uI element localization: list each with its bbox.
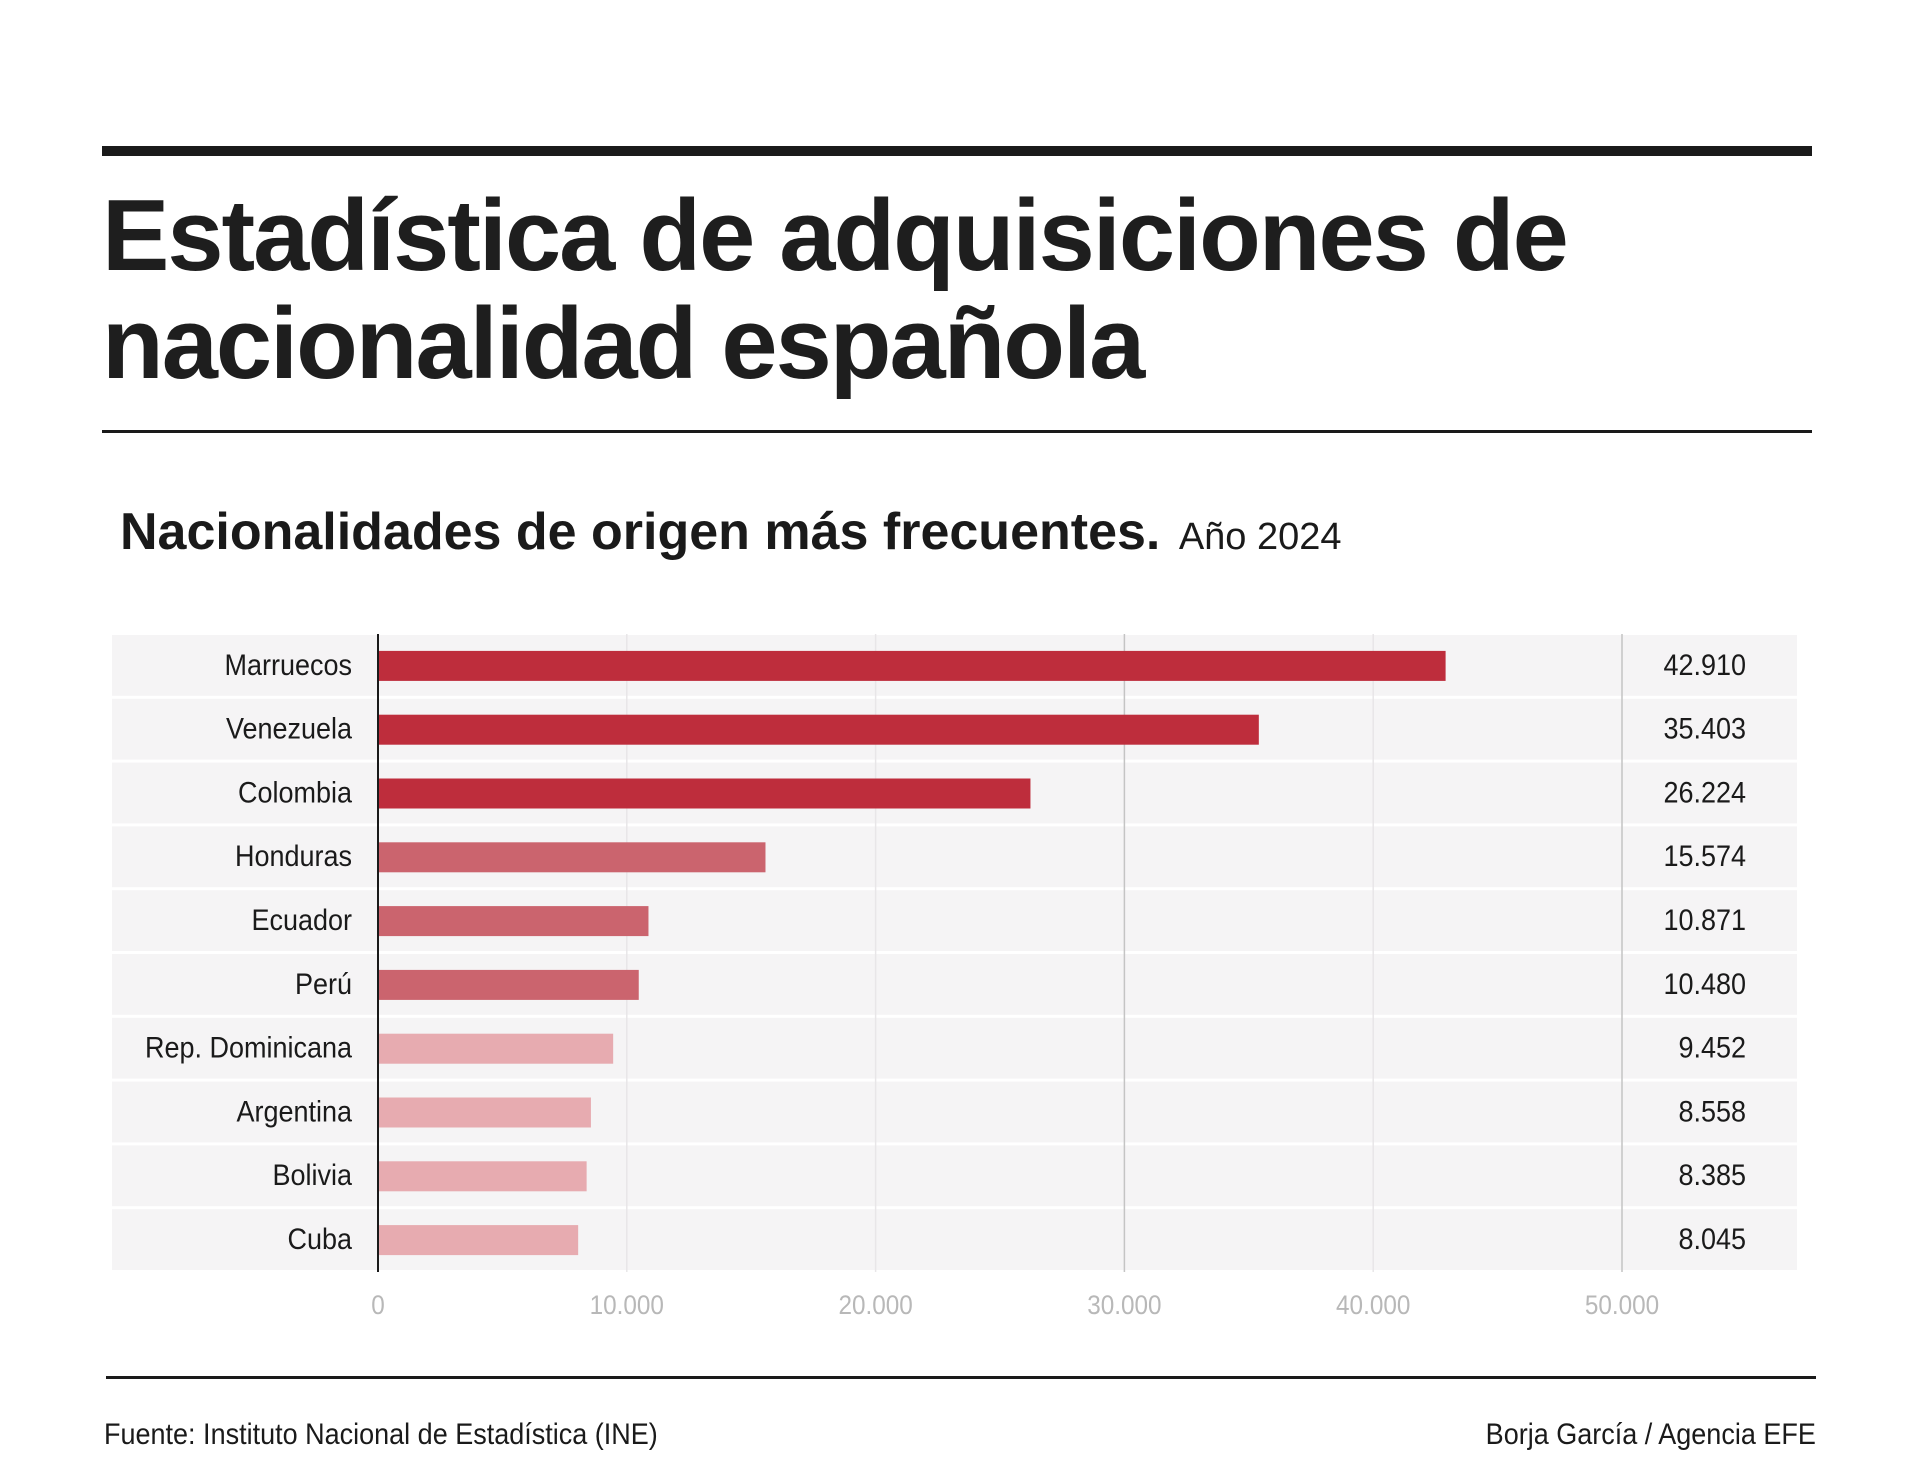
value-label: 15.574 <box>1663 840 1746 874</box>
x-tick-label: 20.000 <box>838 1291 912 1320</box>
category-label: Venezuela <box>226 712 352 746</box>
row-background <box>112 890 1797 951</box>
author-credit: Borja García / Agencia EFE <box>1485 1418 1816 1451</box>
bar <box>379 1161 587 1192</box>
bar-chart: Marruecos 42.910 Venezuela 35.403 Colombia 26… <box>112 634 1797 1320</box>
value-label: 35.403 <box>1663 712 1746 746</box>
category-label: Rep. Dominicana <box>145 1031 352 1065</box>
row-background <box>112 1081 1797 1143</box>
bar <box>379 969 639 1000</box>
x-tick-label: 40.000 <box>1336 1291 1410 1320</box>
source-note: Fuente: Instituto Nacional de Estadístic… <box>104 1418 658 1451</box>
bar <box>379 778 1031 809</box>
x-tick-label: 10.000 <box>590 1291 664 1320</box>
bar <box>379 714 1259 745</box>
chart-subtitle: Nacionalidades de origen más frecuentes.… <box>120 500 1342 569</box>
x-tick-label: 0 <box>371 1291 385 1320</box>
value-label: 8.045 <box>1678 1223 1746 1257</box>
x-tick-label: 50.000 <box>1585 1291 1659 1320</box>
bar <box>379 842 766 873</box>
bar <box>379 1225 579 1256</box>
value-label: 10.480 <box>1663 968 1746 1002</box>
value-label: 26.224 <box>1663 776 1746 810</box>
row-background <box>112 1017 1797 1079</box>
category-label: Argentina <box>237 1095 353 1129</box>
category-label: Honduras <box>235 840 352 874</box>
category-label: Colombia <box>238 776 352 810</box>
title-divider <box>102 430 1812 433</box>
category-label: Perú <box>295 968 352 1002</box>
category-label: Marruecos <box>225 649 352 683</box>
value-label: 9.452 <box>1678 1031 1746 1065</box>
value-label: 42.910 <box>1663 649 1746 683</box>
row-background <box>112 954 1797 1015</box>
value-label: 10.871 <box>1663 904 1746 938</box>
category-label: Ecuador <box>252 904 353 938</box>
value-label: 8.385 <box>1678 1159 1746 1193</box>
chart-year: Año 2024 <box>1178 516 1342 558</box>
footer-divider <box>106 1376 1816 1379</box>
bar <box>379 650 1446 681</box>
row-background <box>112 1209 1797 1270</box>
value-label: 8.558 <box>1678 1095 1746 1129</box>
page-title: Estadística de adquisiciones de nacional… <box>102 180 1569 400</box>
x-tick-label: 30.000 <box>1087 1291 1161 1320</box>
row-background <box>112 1145 1797 1207</box>
chart-title: Nacionalidades de origen más frecuentes. <box>120 503 1161 561</box>
category-label: Cuba <box>288 1223 353 1257</box>
top-rule <box>102 146 1812 156</box>
category-label: Bolivia <box>273 1159 353 1193</box>
bar <box>379 1097 591 1128</box>
bar <box>379 1033 614 1064</box>
row-background <box>112 826 1797 888</box>
bar <box>379 906 649 937</box>
